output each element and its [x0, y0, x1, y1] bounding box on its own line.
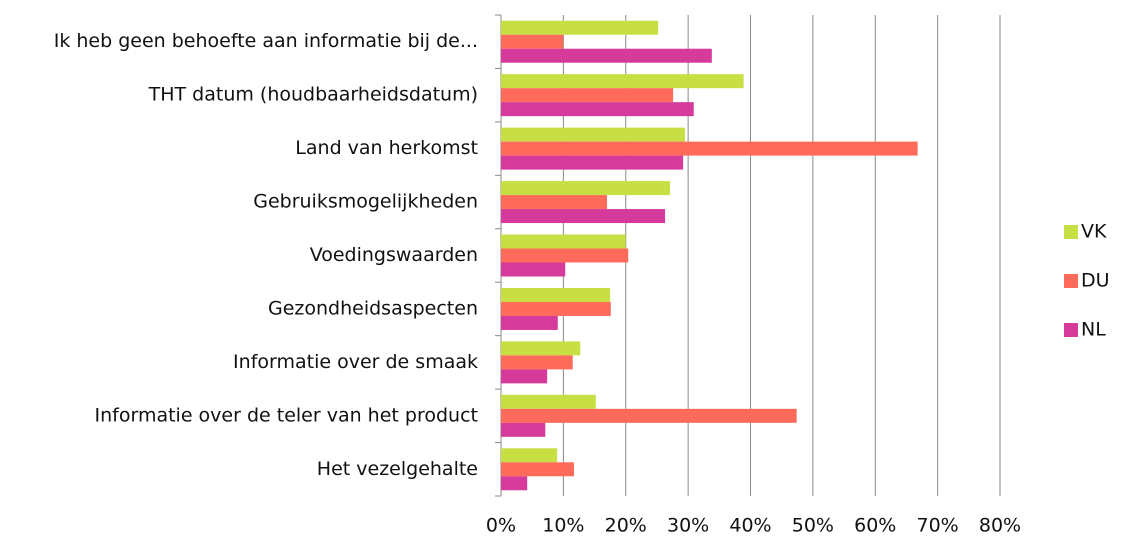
bar [501, 102, 694, 117]
bar [501, 20, 659, 35]
x-tick-label: 40% [729, 515, 771, 537]
legend-swatch [1064, 323, 1078, 337]
bar [501, 462, 574, 477]
bar [501, 369, 548, 384]
x-tick-label: 10% [542, 515, 584, 537]
legend-label: VK [1081, 221, 1107, 243]
legend-swatch [1064, 274, 1078, 288]
bar [501, 287, 611, 302]
bar [501, 127, 686, 142]
legend-label: DU [1081, 270, 1110, 292]
bar [501, 262, 566, 277]
legend-label: NL [1081, 319, 1106, 341]
bar [501, 476, 528, 491]
bar [501, 155, 684, 170]
bar [501, 448, 558, 463]
bar [501, 209, 666, 224]
bar [501, 195, 608, 210]
bar [501, 248, 629, 263]
bar [501, 74, 744, 89]
x-tick-label: 20% [605, 515, 647, 537]
y-tick-label: THT datum (houdbaarheidsdatum) [148, 84, 478, 106]
x-tick-label: 80% [979, 515, 1021, 537]
bar [501, 394, 596, 409]
bar [501, 234, 626, 249]
bar [501, 341, 581, 356]
x-tick-label: 50% [792, 515, 834, 537]
bar [501, 48, 712, 63]
x-tick-label: 60% [854, 515, 896, 537]
bar [501, 408, 797, 423]
y-tick-label: Gebruiksmogelijkheden [253, 191, 478, 213]
y-tick-label: Voedingswaarden [310, 244, 478, 266]
x-tick-label: 70% [917, 515, 959, 537]
bar [501, 141, 918, 156]
legend-swatch [1064, 225, 1078, 239]
y-tick-label: Gezondheidsaspecten [268, 297, 478, 319]
y-tick-label: Land van herkomst [295, 137, 478, 159]
x-tick-label: 0% [486, 515, 516, 537]
y-tick-label: Informatie over de smaak [233, 351, 478, 373]
bar [501, 355, 573, 370]
bar [501, 301, 611, 316]
bar [501, 315, 558, 330]
bar [501, 34, 564, 49]
bar [501, 88, 674, 103]
bar [501, 181, 671, 196]
x-tick-label: 30% [667, 515, 709, 537]
bar [501, 422, 546, 437]
y-tick-label: Informatie over de teler van het product [95, 404, 478, 426]
y-tick-label: Het vezelgehalte [317, 458, 478, 480]
y-tick-label: Ik heb geen behoefte aan informatie bij … [54, 30, 478, 52]
